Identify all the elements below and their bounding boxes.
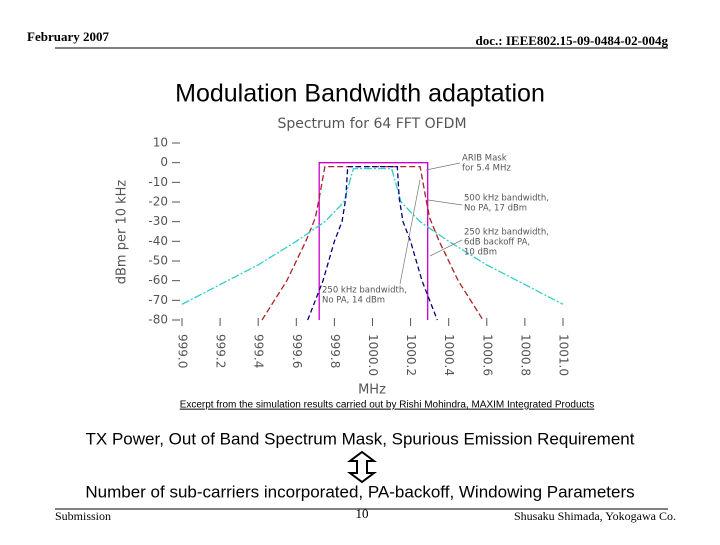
y-tick-label: 0 — [160, 155, 168, 169]
y-tick-label: -30 — [148, 214, 168, 228]
annotation: 250 kHz bandwidth, — [464, 228, 549, 238]
x-tick-label: 1000.4 — [442, 334, 456, 376]
y-tick-label: -10 — [148, 175, 168, 189]
x-tick-label: 999.2 — [214, 334, 228, 368]
footer-left: Submission — [55, 509, 111, 523]
chart-title: Spectrum for 64 FFT OFDM — [277, 116, 466, 132]
x-axis-label: MHz — [358, 383, 386, 398]
annotation: 10 dBm — [464, 248, 497, 258]
chart: Spectrum for 64 FFT OFDM dBm per 10 kHz MH… — [115, 116, 571, 398]
y-tick-label: -40 — [148, 234, 168, 248]
slide-title: Modulation Bandwidth adaptation — [175, 80, 545, 108]
caption: Excerpt from the simulation results carr… — [180, 400, 595, 411]
x-tick-label: 1001.0 — [557, 334, 571, 376]
y-tick-label: -70 — [148, 293, 168, 307]
header-date: February 2007 — [27, 29, 109, 44]
series-line — [318, 162, 429, 320]
page-number: 10 — [356, 506, 369, 521]
annotation: No PA, 14 dBm — [322, 296, 385, 306]
y-tick-label: -50 — [148, 254, 168, 268]
x-tick-label: 999.4 — [252, 334, 266, 368]
annotation-leader — [399, 179, 421, 285]
annotation: 250 kHz bandwidth, — [322, 286, 407, 296]
series-line — [261, 165, 484, 321]
body-line: TX Power, Out of Band Spectrum Mask, Spu… — [86, 429, 635, 448]
y-tick-label: -60 — [148, 273, 168, 287]
series-line — [307, 165, 438, 321]
footer-right: Shusaku Shimada, Yokogawa Co. — [514, 509, 676, 523]
header-doc: doc.: IEEE802.15-09-0484-02-004g — [476, 33, 669, 48]
y-axis-label: dBm per 10 kHz — [115, 180, 130, 285]
annotation-leader — [425, 162, 461, 171]
x-tick-label: 999.8 — [328, 334, 342, 368]
annotation-leader — [427, 199, 463, 206]
x-tick-label: 1000.0 — [366, 334, 380, 376]
x-tick-label: 999.6 — [290, 334, 304, 368]
annotation-leader — [429, 239, 463, 257]
x-tick-label: 1000.2 — [404, 334, 418, 376]
annotation: for 5.4 MHz — [462, 164, 511, 174]
annotation: No PA, 17 dBm — [464, 204, 527, 214]
annotation: ARIB Mask — [462, 154, 507, 164]
body-line: Number of sub-carriers incorporated, PA-… — [85, 482, 634, 501]
annotation: 500 kHz bandwidth, — [464, 194, 549, 204]
annotation: 6dB backoff PA, — [464, 238, 530, 248]
x-tick-label: 1000.6 — [480, 334, 494, 376]
y-tick-label: -20 — [148, 195, 168, 209]
double-arrow — [347, 450, 377, 484]
series-line — [181, 167, 564, 305]
x-tick-label: 1000.8 — [518, 334, 532, 376]
y-tick-label: 10 — [153, 136, 168, 150]
y-tick-label: -80 — [148, 313, 168, 327]
x-tick-label: 999.0 — [176, 334, 190, 368]
